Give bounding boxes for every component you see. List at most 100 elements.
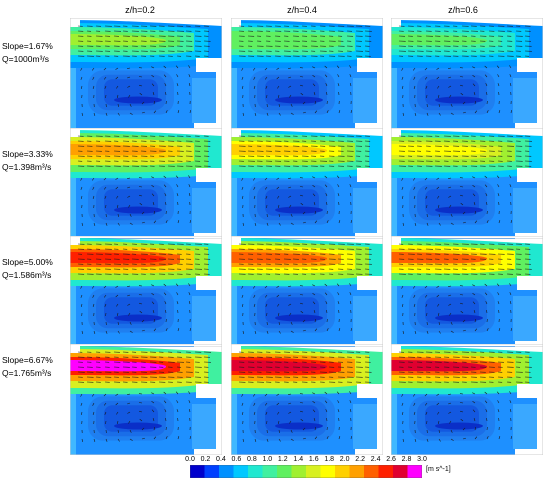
baffle-wall — [517, 168, 543, 182]
contour-panel — [70, 236, 222, 347]
inlet-wall — [70, 128, 80, 137]
wall-contour — [70, 168, 76, 239]
low-velocity-core — [435, 96, 483, 104]
inlet-wall — [231, 236, 241, 245]
colorbar-tick: 2.4 — [370, 456, 381, 463]
inlet-wall — [391, 236, 401, 245]
jet-contour — [70, 144, 166, 156]
colorbar-tick: 0.2 — [200, 456, 211, 463]
colorbar-tick: 1.8 — [324, 456, 335, 463]
wall-contour — [70, 58, 76, 129]
wall-contour — [513, 296, 537, 341]
baffle-wall — [357, 384, 383, 398]
low-velocity-core — [275, 314, 323, 322]
discharge-label: Q=1.765m³/s — [2, 368, 52, 378]
low-velocity-core — [114, 96, 162, 104]
colorbar-segment — [320, 465, 336, 478]
top-boundary — [80, 18, 222, 20]
low-velocity-core — [114, 314, 162, 322]
outlet-corner — [515, 123, 543, 129]
outlet-corner — [355, 449, 383, 455]
wall-contour — [353, 78, 377, 123]
panel-frame — [391, 236, 543, 347]
velocity-vectors — [398, 243, 532, 334]
slope-label: Slope=5.00% — [2, 257, 53, 267]
row-label-3: Slope=5.00% Q=1.586m³/s — [2, 256, 53, 282]
velocity-vectors — [77, 351, 212, 442]
low-velocity-core — [114, 422, 162, 430]
wall-contour — [70, 384, 76, 455]
inlet-wall — [231, 128, 241, 137]
contour-panel — [70, 128, 222, 239]
baffle-wall — [517, 384, 543, 398]
jet-contour — [70, 34, 166, 46]
colorbar-tick: 2.6 — [386, 456, 396, 463]
colorbar-tick: 3.0 — [417, 456, 427, 463]
jet-contour — [231, 144, 327, 156]
jet-contour — [231, 360, 327, 372]
contour-panel — [391, 128, 543, 239]
panel-frame — [391, 344, 543, 455]
side-wall — [537, 72, 543, 129]
side-wall — [216, 72, 222, 129]
baffle-wall — [357, 168, 383, 182]
panel-frame — [231, 128, 383, 239]
colorbar-segment — [262, 465, 278, 478]
contour-panel — [391, 18, 543, 129]
slope-label: Slope=1.67% — [2, 41, 53, 51]
velocity-vectors — [77, 25, 211, 116]
contour-panel — [231, 236, 383, 347]
contour-panel — [231, 128, 383, 239]
contour-panel — [391, 236, 543, 347]
low-velocity-core — [435, 206, 483, 214]
low-velocity-core — [435, 314, 483, 322]
side-wall — [537, 290, 543, 347]
velocity-vectors — [238, 135, 371, 226]
colorbar-segment — [306, 465, 322, 478]
wall-contour — [353, 404, 377, 449]
side-wall — [377, 398, 383, 455]
wall-contour — [192, 404, 216, 449]
low-velocity-core — [275, 206, 323, 214]
velocity-vectors — [238, 25, 372, 116]
row-label-2: Slope=3.33% Q=1.398m³/s — [2, 148, 53, 174]
velocity-vectors — [398, 351, 532, 442]
colorbar-tick: 1.2 — [277, 456, 288, 463]
contour-panel — [231, 18, 383, 129]
side-wall — [377, 72, 383, 129]
column-header-z02: z/h=0.2 — [125, 5, 155, 15]
column-header-z04: z/h=0.4 — [287, 5, 317, 15]
contour-panel — [391, 344, 543, 455]
wall-contour — [513, 404, 537, 449]
velocity-vectors — [398, 25, 532, 116]
top-boundary — [80, 128, 222, 130]
velocity-vectors — [77, 135, 211, 226]
top-boundary — [80, 236, 222, 238]
contour-panel — [231, 344, 383, 455]
panel-frame — [231, 344, 383, 455]
top-boundary — [241, 128, 383, 130]
panel-frame — [70, 128, 222, 239]
column-header-z06: z/h=0.6 — [448, 5, 478, 15]
contour-panel — [70, 344, 222, 455]
colorbar-unit: [m s^-1] — [426, 466, 451, 473]
top-boundary — [80, 344, 222, 346]
colorbar-segment — [204, 465, 220, 478]
jet-contour — [391, 144, 487, 156]
colorbar-segment — [378, 465, 394, 478]
side-wall — [537, 182, 543, 239]
baffle-wall — [357, 58, 383, 72]
colorbar-segment — [190, 465, 206, 478]
low-velocity-core — [114, 206, 162, 214]
inlet-wall — [391, 128, 401, 137]
discharge-label: Q=1000m³/s — [2, 54, 50, 64]
wall-contour — [231, 58, 237, 129]
colorbar-segment — [291, 465, 307, 478]
inlet-wall — [391, 18, 401, 27]
colorbar-tick: 0.6 — [231, 456, 242, 463]
side-wall — [377, 290, 383, 347]
colorbar-segment — [335, 465, 351, 478]
wall-contour — [231, 168, 237, 239]
inlet-wall — [70, 344, 80, 353]
side-wall — [377, 182, 383, 239]
